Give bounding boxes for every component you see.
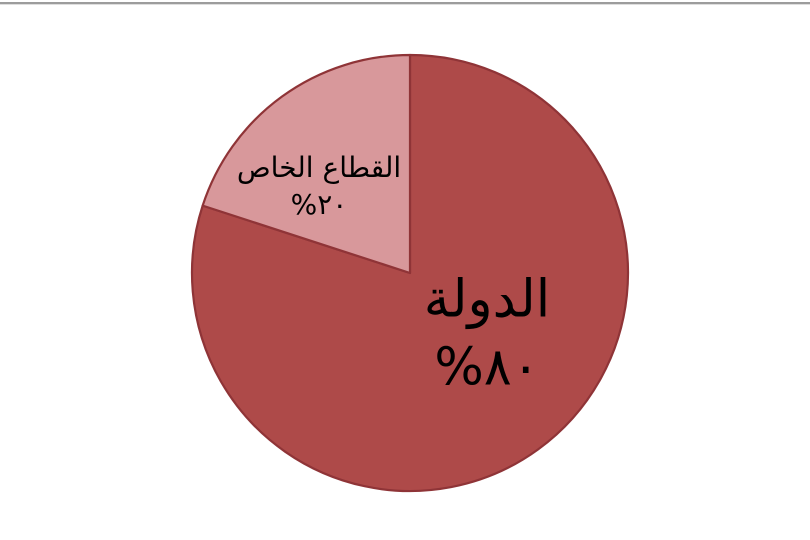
pie-slice-1 <box>201 53 412 275</box>
top-border-line <box>0 2 810 4</box>
